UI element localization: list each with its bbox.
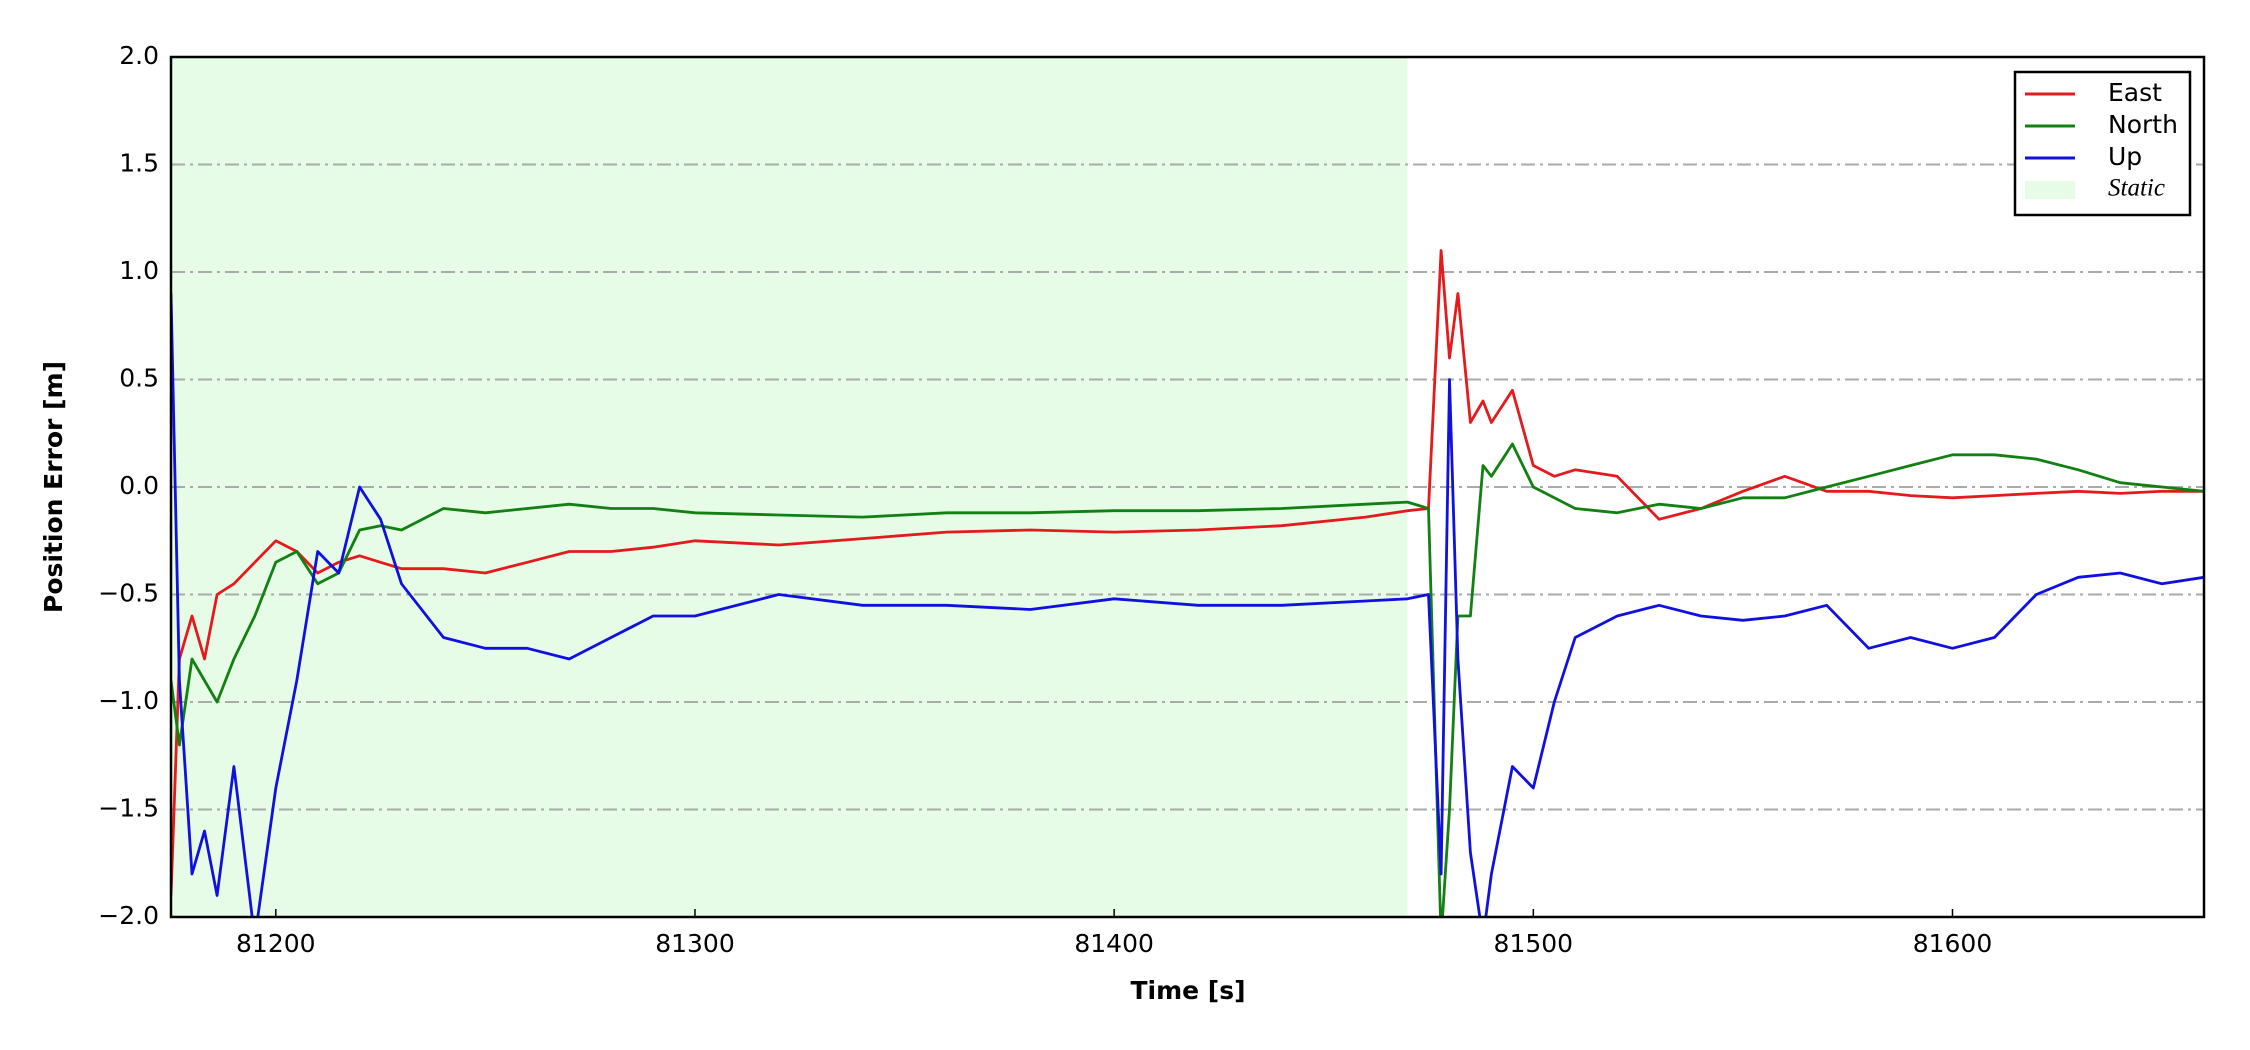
legend-label: Up	[2108, 142, 2142, 171]
static-span	[171, 57, 1408, 917]
plot-frame	[169, 55, 2206, 919]
x-tick-label: 81500	[1494, 929, 1574, 958]
legend-box	[2013, 70, 2192, 217]
y-tick-label: 0.5	[119, 364, 159, 393]
y-tick-label: −1.5	[98, 794, 159, 823]
x-tick-label: 81300	[655, 929, 735, 958]
legend-swatch	[2025, 181, 2075, 199]
y-tick-label: 2.0	[119, 41, 159, 70]
y-tick-label: 0.0	[119, 471, 159, 500]
series-line	[171, 442, 2204, 917]
x-tick-label: 81400	[1074, 929, 1154, 958]
y-tick-label: −1.0	[98, 686, 159, 715]
y-tick-label: −2.0	[98, 901, 159, 930]
y-tick-label: 1.5	[119, 149, 159, 178]
series-line	[171, 293, 2204, 917]
x-tick-label: 81600	[1913, 929, 1993, 958]
y-tick-label: −0.5	[98, 579, 159, 608]
y-axis-label: Position Error [m]	[39, 361, 68, 613]
x-axis-label: Time [s]	[1130, 976, 1245, 1005]
plot-area	[171, 249, 2204, 917]
legend-label: North	[2108, 110, 2178, 139]
x-tick-label: 81200	[236, 929, 316, 958]
y-tick-label: 1.0	[119, 256, 159, 285]
legend-label: Static	[2108, 175, 2165, 202]
legend-label: East	[2108, 78, 2162, 107]
